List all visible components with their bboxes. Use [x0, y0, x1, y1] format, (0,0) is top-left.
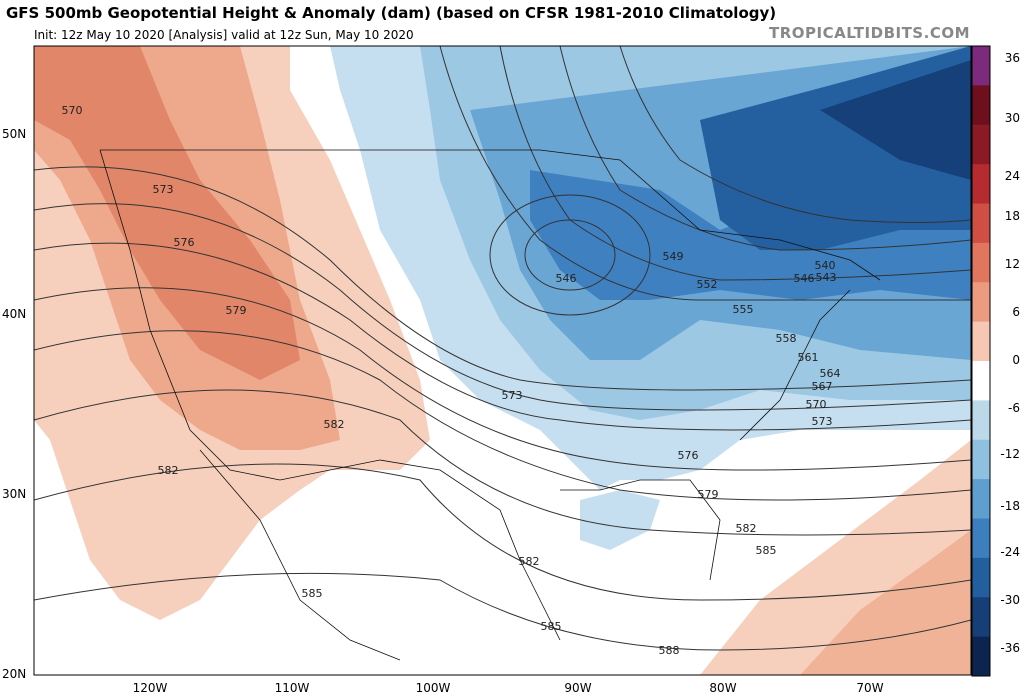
colorbar-swatch: [972, 400, 990, 441]
colorbar-swatch: [972, 361, 990, 401]
colorbar-label: -6: [1008, 401, 1020, 415]
contour-label: 570: [62, 104, 83, 117]
lon-label: 90W: [564, 681, 591, 695]
colorbar-swatch: [972, 282, 990, 323]
colorbar-label: 6: [1012, 305, 1020, 319]
site-watermark: TROPICALTIDBITS.COM: [769, 24, 970, 42]
colorbar-label: 12: [1005, 257, 1020, 271]
colorbar-label: -30: [1000, 593, 1020, 607]
lon-axis: 120W 110W 100W 90W 80W 70W: [133, 681, 884, 695]
colorbar-swatch: [972, 479, 990, 519]
lat-label: 20N: [2, 667, 26, 681]
contour-label: 582: [736, 522, 757, 535]
contour-label: 540: [815, 259, 836, 272]
colorbar-swatch: [972, 85, 990, 126]
lat-label: 30N: [2, 487, 26, 501]
contour-label: 582: [519, 555, 540, 568]
colorbar-label: 24: [1005, 169, 1020, 183]
contour-label: 582: [158, 464, 179, 477]
map-title: GFS 500mb Geopotential Height & Anomaly …: [6, 4, 777, 22]
contour-label: 582: [324, 418, 345, 431]
map-frame: [33, 45, 972, 676]
colorbar-swatch: [972, 164, 990, 204]
contour-label: 579: [698, 488, 719, 501]
contour-labels: 5705735765795825825735465495525555585615…: [62, 104, 841, 657]
contour-label: 567: [812, 380, 833, 393]
contour-label: 573: [812, 415, 833, 428]
colorbar-label: 30: [1005, 111, 1020, 125]
colorbar-swatch: [972, 518, 990, 559]
colorbar: 36 30 24 18 12 6 0 -6 -12 -18 -24 -30 -36: [971, 45, 1020, 677]
colorbar-swatch: [972, 439, 990, 480]
lon-label: 120W: [133, 681, 168, 695]
lat-label: 50N: [2, 127, 26, 141]
colorbar-swatch: [972, 46, 990, 86]
contour-label: 585: [302, 587, 323, 600]
contour-label: 576: [678, 449, 699, 462]
contour-label: 579: [226, 304, 247, 317]
colorbar-swatch: [972, 203, 990, 244]
colorbar-swatch: [972, 321, 990, 362]
colorbar-swatch: [972, 597, 990, 638]
colorbar-swatch: [972, 124, 990, 165]
map-area: [34, 46, 971, 675]
lon-label: 110W: [275, 681, 310, 695]
map-subtitle: Init: 12z May 10 2020 [Analysis] valid a…: [34, 28, 414, 42]
contour-label: 588: [659, 644, 680, 657]
colorbar-label: 18: [1005, 209, 1020, 223]
contour-label: 576: [174, 236, 195, 249]
colorbar-swatch: [972, 242, 990, 283]
contour-label: 564: [820, 367, 841, 380]
colorbar-frame: [971, 45, 991, 677]
contour-label: 573: [153, 183, 174, 196]
contour-label: 552: [697, 278, 718, 291]
lat-label: 40N: [2, 307, 26, 321]
lon-label: 70W: [856, 681, 883, 695]
height-contours: [34, 46, 971, 651]
colorbar-label: -12: [1000, 447, 1020, 461]
contour-label: 585: [756, 544, 777, 557]
contour-label: 549: [663, 250, 684, 263]
contour-label: 558: [776, 332, 797, 345]
colorbar-label: 36: [1005, 51, 1020, 65]
contour-label: 543: [816, 271, 837, 284]
contour-label: 561: [798, 351, 819, 364]
lat-axis: 50N 40N 30N 20N: [2, 127, 26, 681]
colorbar-swatch: [972, 557, 990, 598]
contour-label: 573: [502, 389, 523, 402]
colorbar-label: -24: [1000, 545, 1020, 559]
contour-label: 546: [556, 272, 577, 285]
lon-label: 80W: [709, 681, 736, 695]
contour-label: 555: [733, 303, 754, 316]
colorbar-label: 0: [1012, 353, 1020, 367]
contour-label: 570: [806, 398, 827, 411]
lon-label: 100W: [416, 681, 451, 695]
colorbar-label: -36: [1000, 641, 1020, 655]
contour-label: 546: [794, 272, 815, 285]
colorbar-label: -18: [1000, 499, 1020, 513]
boundaries: [99, 149, 881, 661]
colorbar-swatch: [972, 636, 990, 677]
contour-label: 585: [541, 620, 562, 633]
